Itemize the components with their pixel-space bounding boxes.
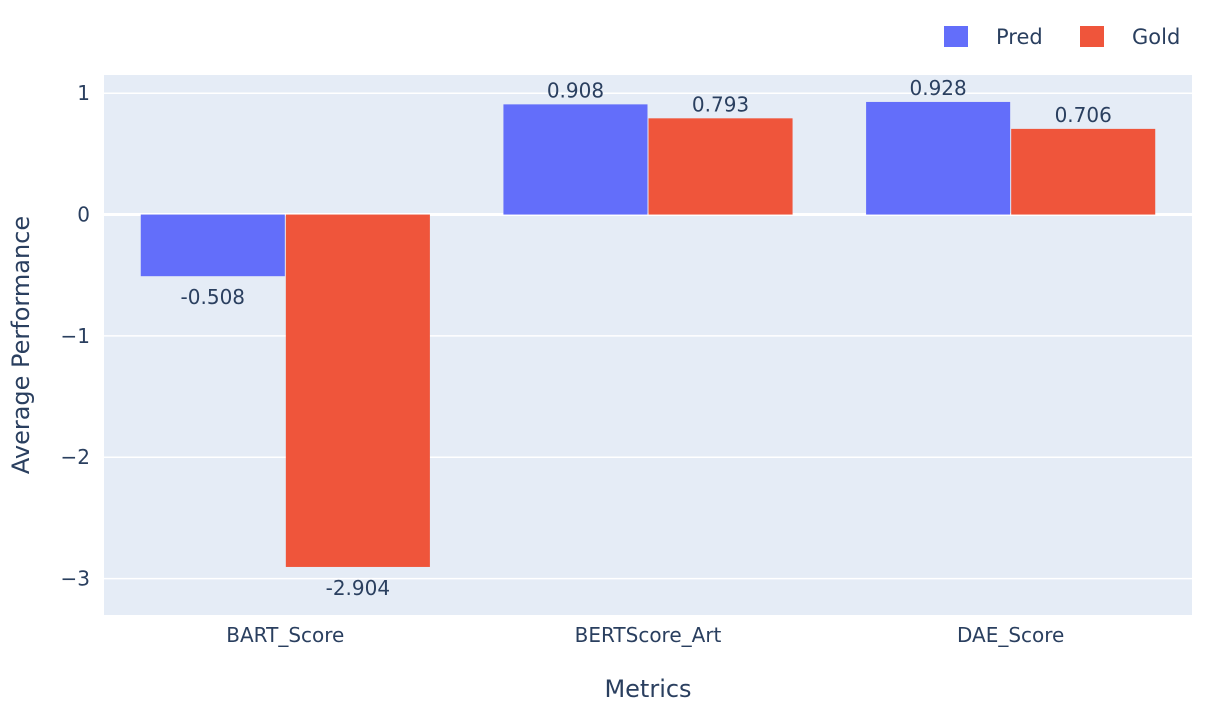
y-tick-label: 0 [77,203,90,227]
legend-item-pred[interactable]: Pred [944,25,1043,49]
bars [140,101,1156,567]
data-label: 0.706 [1055,103,1112,127]
bar-gold[interactable] [648,118,793,215]
y-tick-label: −3 [61,567,90,591]
grid [104,92,1192,580]
y-axis-title: Average Performance [7,216,35,474]
plot-background [104,75,1192,615]
y-axis-ticks: 1 0 −1 −2 −3 [61,81,90,590]
x-tick-label: BART_Score [226,623,344,647]
bar-pred[interactable] [866,101,1011,215]
bar-pred[interactable] [503,104,648,215]
data-label: 0.908 [547,78,604,102]
x-axis-ticks: BART_Score BERTScore_Art DAE_Score [226,623,1064,647]
bar-gold[interactable] [1011,128,1156,215]
legend-label-pred: Pred [996,25,1043,49]
data-label: -0.508 [181,285,245,309]
bar-pred[interactable] [140,214,285,277]
legend-label-gold: Gold [1132,25,1180,49]
y-tick-label: −1 [61,324,90,348]
legend-item-gold[interactable]: Gold [1080,25,1180,49]
legend-swatch-pred [944,26,968,47]
legend-swatch-gold [1080,26,1104,47]
legend: Pred Gold [944,25,1180,49]
data-label: 0.928 [910,76,967,100]
data-label: 0.793 [692,92,749,116]
x-axis-title: Metrics [604,675,691,703]
data-labels: -0.508 -2.904 0.908 0.793 0.928 0.706 [181,76,1112,600]
bar-gold[interactable] [285,214,430,567]
x-tick-label: BERTScore_Art [575,623,722,647]
x-tick-label: DAE_Score [957,623,1064,647]
data-label: -2.904 [326,576,390,600]
y-tick-label: −2 [61,445,90,469]
y-tick-label: 1 [77,81,90,105]
